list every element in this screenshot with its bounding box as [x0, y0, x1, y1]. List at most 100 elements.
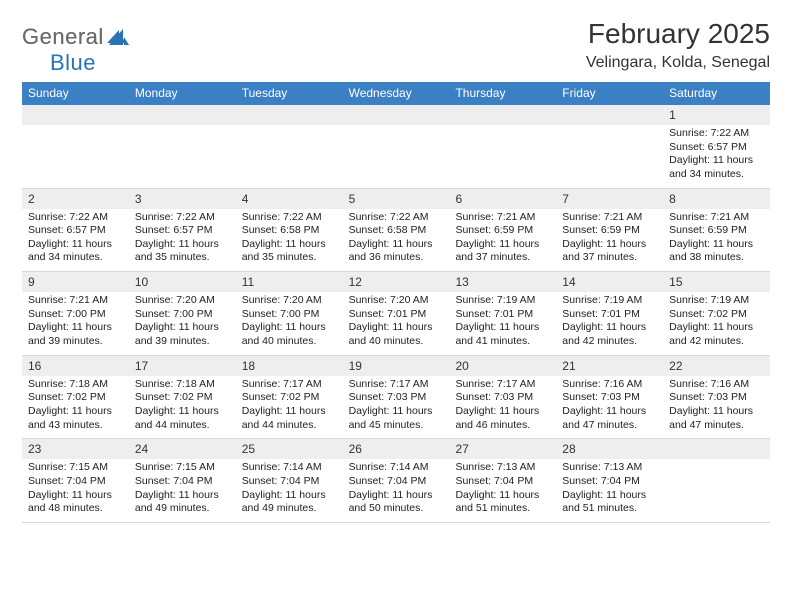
day-details: Sunrise: 7:20 AMSunset: 7:00 PMDaylight:… — [129, 292, 236, 355]
day-detail-line: Sunrise: 7:21 AM — [455, 211, 550, 225]
day-details: Sunrise: 7:14 AMSunset: 7:04 PMDaylight:… — [236, 459, 343, 522]
day-detail-line: Daylight: 11 hours — [28, 321, 123, 335]
day-text-row: Sunrise: 7:22 AMSunset: 6:57 PMDaylight:… — [22, 209, 770, 272]
day-details: Sunrise: 7:13 AMSunset: 7:04 PMDaylight:… — [449, 459, 556, 522]
day-detail-line: Sunset: 7:01 PM — [455, 308, 550, 322]
day-detail-line: Sunrise: 7:19 AM — [455, 294, 550, 308]
day-number: 11 — [236, 272, 343, 292]
day-detail-line: Sunrise: 7:16 AM — [562, 378, 657, 392]
day-number-row: 232425262728 — [22, 439, 770, 459]
day-details: Sunrise: 7:16 AMSunset: 7:03 PMDaylight:… — [556, 376, 663, 439]
day-number: 8 — [663, 189, 770, 209]
day-number: 28 — [556, 439, 663, 459]
day-text-row: Sunrise: 7:22 AMSunset: 6:57 PMDaylight:… — [22, 125, 770, 188]
day-detail-line: Daylight: 11 hours — [669, 405, 764, 419]
day-detail-line: Sunset: 7:03 PM — [349, 391, 444, 405]
day-detail-line: Daylight: 11 hours — [455, 238, 550, 252]
day-details — [449, 125, 556, 188]
day-details: Sunrise: 7:21 AMSunset: 6:59 PMDaylight:… — [663, 209, 770, 272]
day-detail-line: Sunrise: 7:14 AM — [242, 461, 337, 475]
day-detail-line: Sunrise: 7:20 AM — [135, 294, 230, 308]
day-detail-line: Daylight: 11 hours — [562, 238, 657, 252]
day-details: Sunrise: 7:20 AMSunset: 7:01 PMDaylight:… — [343, 292, 450, 355]
day-detail-line: Sunrise: 7:22 AM — [669, 127, 764, 141]
day-number: 12 — [343, 272, 450, 292]
month-title: February 2025 — [586, 18, 770, 50]
day-number: 22 — [663, 356, 770, 376]
day-detail-line: Sunrise: 7:21 AM — [28, 294, 123, 308]
day-detail-line: Sunset: 7:04 PM — [455, 475, 550, 489]
day-detail-line: Sunset: 7:02 PM — [669, 308, 764, 322]
day-number: 7 — [556, 189, 663, 209]
day-detail-line: Daylight: 11 hours — [28, 238, 123, 252]
logo-word-general: General — [22, 24, 104, 49]
day-details: Sunrise: 7:19 AMSunset: 7:02 PMDaylight:… — [663, 292, 770, 355]
day-details: Sunrise: 7:16 AMSunset: 7:03 PMDaylight:… — [663, 376, 770, 439]
weekday-header-row: Sunday Monday Tuesday Wednesday Thursday… — [22, 82, 770, 105]
day-details: Sunrise: 7:15 AMSunset: 7:04 PMDaylight:… — [22, 459, 129, 522]
weekday-friday: Friday — [556, 82, 663, 105]
day-details: Sunrise: 7:22 AMSunset: 6:58 PMDaylight:… — [343, 209, 450, 272]
day-details: Sunrise: 7:21 AMSunset: 6:59 PMDaylight:… — [449, 209, 556, 272]
day-details: Sunrise: 7:18 AMSunset: 7:02 PMDaylight:… — [22, 376, 129, 439]
week-row: 1Sunrise: 7:22 AMSunset: 6:57 PMDaylight… — [22, 105, 770, 189]
day-detail-line: Sunrise: 7:18 AM — [135, 378, 230, 392]
day-detail-line: Daylight: 11 hours — [562, 321, 657, 335]
day-detail-line: Daylight: 11 hours — [28, 489, 123, 503]
day-text-row: Sunrise: 7:21 AM Sunset: 7:00 PM Daylight:… — [22, 292, 770, 355]
day-detail-line: Sunset: 7:03 PM — [562, 391, 657, 405]
weekday-tuesday: Tuesday — [236, 82, 343, 105]
day-detail-line: Sunset: 6:59 PM — [455, 224, 550, 238]
day-number: 27 — [449, 439, 556, 459]
day-details: Sunrise: 7:17 AMSunset: 7:03 PMDaylight:… — [449, 376, 556, 439]
day-detail-line: Sunrise: 7:22 AM — [349, 211, 444, 225]
day-number: 5 — [343, 189, 450, 209]
day-detail-line: and 36 minutes. — [349, 251, 444, 265]
day-detail-line: Daylight: 11 hours — [669, 321, 764, 335]
day-detail-line: and 45 minutes. — [349, 419, 444, 433]
day-detail-line: Sunrise: 7:20 AM — [242, 294, 337, 308]
title-block: February 2025 Velingara, Kolda, Senegal — [586, 18, 770, 72]
day-details: Sunrise: 7:21 AMSunset: 6:59 PMDaylight:… — [556, 209, 663, 272]
day-detail-line: Sunrise: 7:19 AM — [669, 294, 764, 308]
day-details — [129, 125, 236, 188]
day-detail-line: Sunset: 6:58 PM — [242, 224, 337, 238]
day-detail-line: Daylight: 11 hours — [135, 489, 230, 503]
day-detail-line: Sunset: 6:59 PM — [562, 224, 657, 238]
day-details: Sunrise: 7:22 AMSunset: 6:57 PMDaylight:… — [129, 209, 236, 272]
day-detail-line: and 50 minutes. — [349, 502, 444, 516]
day-detail-line: Sunset: 7:02 PM — [28, 391, 123, 405]
day-number: 26 — [343, 439, 450, 459]
day-detail-line: Sunset: 7:03 PM — [455, 391, 550, 405]
day-detail-line: Sunrise: 7:22 AM — [135, 211, 230, 225]
day-details: Sunrise: 7:19 AMSunset: 7:01 PMDaylight:… — [556, 292, 663, 355]
day-detail-line: and 34 minutes. — [669, 168, 764, 182]
day-detail-line: Sunrise: 7:15 AM — [135, 461, 230, 475]
week-row: 232425262728Sunrise: 7:15 AMSunset: 7:04… — [22, 439, 770, 523]
day-number: 2 — [22, 189, 129, 209]
day-detail-line: Sunset: 7:04 PM — [242, 475, 337, 489]
day-number: 10 — [129, 272, 236, 292]
day-detail-line: Sunrise: 7:21 AM — [562, 211, 657, 225]
day-detail-line: Daylight: 11 hours — [242, 489, 337, 503]
day-detail-line: Sunset: 6:58 PM — [349, 224, 444, 238]
day-detail-line: and 47 minutes. — [669, 419, 764, 433]
day-number-row: 16171819202122 — [22, 356, 770, 376]
day-detail-line: Daylight: 11 hours — [135, 238, 230, 252]
day-detail-line: Sunset: 7:04 PM — [135, 475, 230, 489]
day-number: 14 — [556, 272, 663, 292]
day-details: Sunrise: 7:22 AMSunset: 6:57 PMDaylight:… — [22, 209, 129, 272]
weekday-sunday: Sunday — [22, 82, 129, 105]
day-number: 3 — [129, 189, 236, 209]
day-detail-line: and 40 minutes. — [349, 335, 444, 349]
day-detail-line: and 49 minutes. — [135, 502, 230, 516]
day-detail-line: and 42 minutes. — [562, 335, 657, 349]
day-detail-line: and 39 minutes. — [28, 335, 123, 349]
day-detail-line: Sunset: 7:02 PM — [135, 391, 230, 405]
day-detail-line: Daylight: 11 hours — [455, 489, 550, 503]
day-detail-line: Sunset: 7:00 PM — [135, 308, 230, 322]
day-details: Sunrise: 7:13 AMSunset: 7:04 PMDaylight:… — [556, 459, 663, 522]
weekday-monday: Monday — [129, 82, 236, 105]
day-detail-line: and 38 minutes. — [669, 251, 764, 265]
day-number: 4 — [236, 189, 343, 209]
